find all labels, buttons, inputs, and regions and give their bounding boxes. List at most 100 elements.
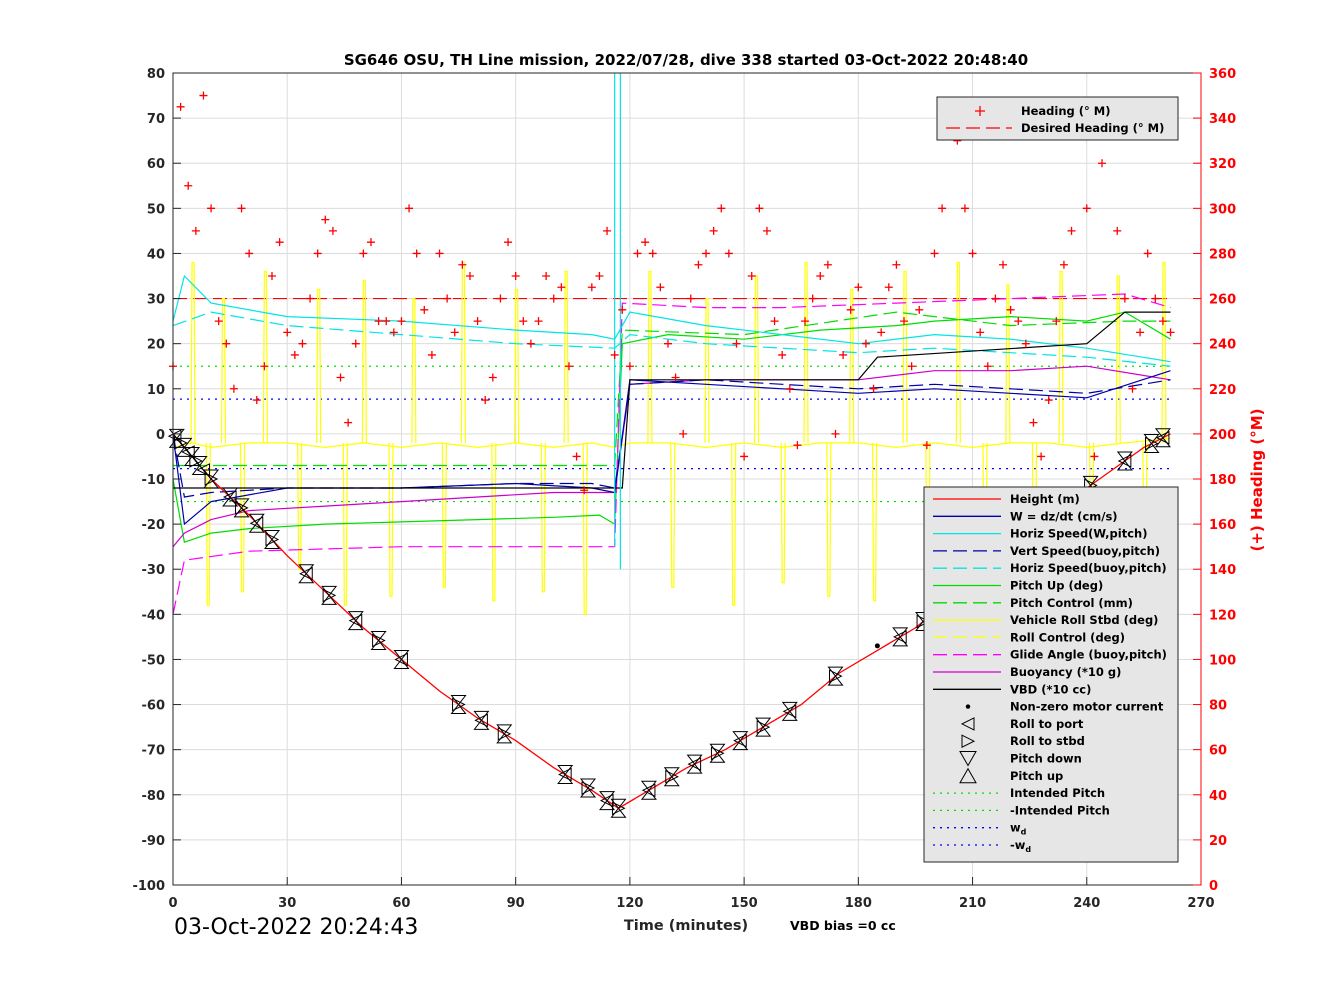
x-tick-label: 60 [392,896,410,911]
legend-label: Vert Speed(buoy,pitch) [1010,544,1160,558]
heading-point [823,260,832,269]
roll-spike [190,261,196,443]
heading-point [1120,294,1129,303]
right-tick-label: 20 [1209,834,1227,849]
roll-spike [647,270,653,443]
chart-title: SG646 OSU, TH Line mission, 2022/07/28, … [344,51,1028,69]
pitch-marker [203,469,220,489]
heading-point [968,249,977,258]
pitch-marker [557,764,574,784]
heading-point [366,238,375,247]
heading-point [839,350,848,359]
heading-point [1052,317,1061,326]
roll-spike [582,442,588,615]
heading-point [389,328,398,337]
right-tick-label: 240 [1209,338,1236,353]
heading-point [328,226,337,235]
pitch-marker [892,627,909,647]
vbd-bias-note: VBD bias =0 cc [790,918,896,933]
heading-point [892,260,901,269]
heading-point [694,260,703,269]
legend-label: Horiz Speed(W,pitch) [1010,527,1147,541]
heading-point [336,373,345,382]
axes: 0 30 60 90 120 150 180 210 240 270-100-90-80-70-6… [132,67,1236,911]
legend-swatch [959,767,977,784]
heading-point [420,305,429,314]
pitch-marker [450,695,467,715]
roll-marker [581,781,596,795]
pitch-marker [579,778,597,798]
legend-label: Roll to stbd [1010,734,1085,748]
vehicle-roll-series [172,437,1171,449]
roll-marker [394,652,408,667]
right-tick-label: 40 [1209,789,1227,804]
heading-point [229,384,238,393]
pitch-marker [610,798,627,818]
right-tick-label: 260 [1209,293,1236,308]
heading-point [1128,384,1137,393]
x-tick-label: 210 [959,896,986,911]
heading-point [511,272,520,280]
roll-spike [297,442,303,570]
heading-point [382,317,391,326]
heading-point [816,272,825,280]
heading-point [976,328,985,337]
x-tick-label: 240 [1073,896,1100,911]
heading-point [534,317,543,326]
legend-label-text: Pitch up [1010,769,1063,783]
roll-marker [1145,436,1159,451]
heading-point [184,181,193,190]
heading-legend-label: Heading (° M) [1021,104,1111,118]
heading-point [785,384,794,393]
heading-legend-swatch [975,106,985,116]
legend-label: Glide Angle (buoy,pitch) [1010,648,1167,662]
roll-marker [665,769,679,784]
legend-label-text: Height (m) [1010,492,1080,506]
pitch-marker [686,754,703,774]
roll-marker [497,727,512,741]
heading-point [1059,260,1068,269]
legend-label-subscript: d [1021,828,1027,837]
heading-legend: Heading (° M) Desired Heading (° M) [936,96,1179,141]
heading-point [298,339,307,348]
legend-label-text: Pitch down [1010,752,1082,766]
heading-point [618,305,627,314]
roll-marker [687,757,702,771]
roll-marker [265,532,280,547]
legend-label: Roll to port [1010,717,1084,731]
roll-marker [235,501,249,515]
heading-point [1021,339,1030,348]
heading-point [504,238,513,247]
heading-point [191,226,200,235]
heading-point [625,362,634,371]
roll-spike [563,270,569,443]
legend-label: Pitch up [1010,769,1063,783]
roll-spike [205,442,211,606]
heading-point [237,204,246,213]
heading-point [496,294,505,303]
pitch-marker [781,701,798,721]
pitch-marker [191,455,208,475]
x-tick-label: 0 [168,896,177,911]
pitch-marker [640,780,657,800]
pitch-marker [222,487,239,507]
heading-point [1082,204,1091,213]
right-tick-label: 60 [1209,744,1227,759]
y-tick-label: -10 [142,473,166,488]
heading-point [999,260,1008,269]
y-tick-label: -40 [142,608,166,623]
y-tick-label: -70 [142,744,166,759]
legend-label: wd [1010,821,1027,837]
heading-point [1098,159,1107,168]
heading-legend-box [936,96,1179,141]
roll-spike [871,442,878,602]
roll-marker [828,669,843,683]
heading-point [222,339,231,348]
heading-point [252,396,261,405]
roll-marker [181,445,195,459]
x-tick-label: 180 [845,896,872,911]
x-tick-label: 90 [507,896,525,911]
legend-label: Buoyancy (*10 g) [1010,665,1121,679]
heading-legend-label: Desired Heading (° M) [1021,121,1164,135]
heading-point [207,204,216,213]
